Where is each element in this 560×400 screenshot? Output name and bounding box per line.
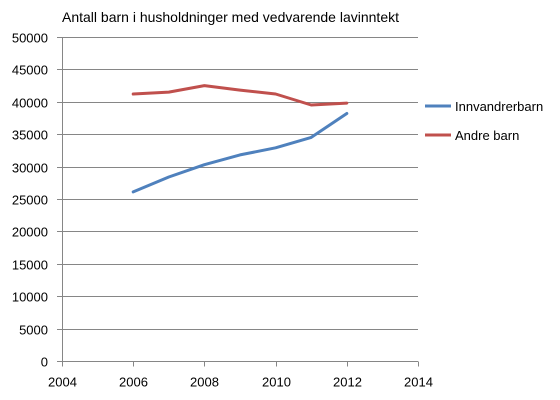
legend-label: Andre barn (455, 128, 519, 143)
y-tick-label: 5000 (19, 323, 48, 338)
y-tick-label: 30000 (12, 161, 48, 176)
x-tick-label: 2012 (333, 375, 362, 390)
x-tick-label: 2010 (262, 375, 291, 390)
legend: Innvandrerbarn Andre barn (425, 99, 543, 143)
y-tick-label: 15000 (12, 258, 48, 273)
x-tick-label: 2004 (48, 375, 77, 390)
x-tick-label: 2008 (190, 375, 219, 390)
series-line-innvandrerbarn (131, 112, 349, 194)
series-line-andre-barn (131, 84, 349, 107)
x-tick-label: 2006 (119, 375, 148, 390)
y-tick-label: 0 (41, 355, 48, 370)
y-tick-label: 10000 (12, 290, 48, 305)
y-tick-label: 35000 (12, 128, 48, 143)
y-tick-label: 45000 (12, 63, 48, 78)
series-lines (131, 84, 349, 194)
y-tick-label: 50000 (12, 31, 48, 46)
y-tick-label: 40000 (12, 96, 48, 111)
axes: 0 5000 10000 15000 20000 25000 30000 35000 40000… (12, 31, 433, 390)
legend-label: Innvandrerbarn (455, 99, 543, 114)
x-tick-label: 2014 (404, 375, 433, 390)
chart-title: Antall barn i husholdninger med vedvaren… (62, 9, 399, 25)
y-tick-label: 25000 (12, 193, 48, 208)
grid-lines (62, 37, 418, 330)
y-tick-label: 20000 (12, 225, 48, 240)
